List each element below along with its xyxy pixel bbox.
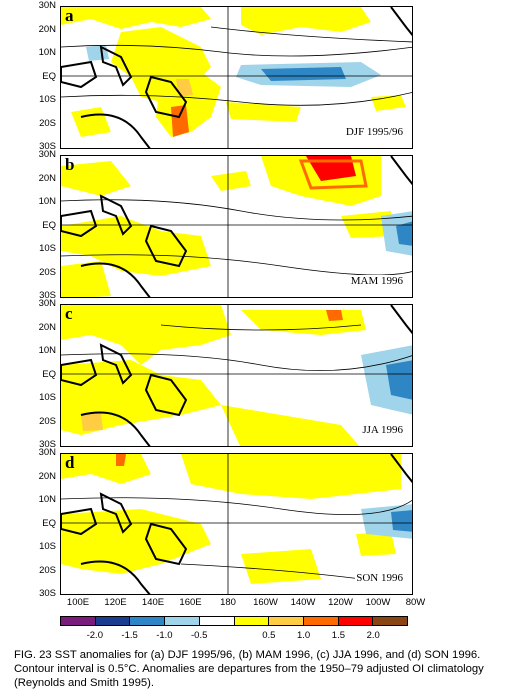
panel-b-season: MAM 1996	[349, 275, 404, 287]
colorbar-tick-7: 2.0	[366, 630, 380, 641]
lat-label-p0-6: 30S	[39, 141, 56, 152]
panel-c-season: JJA 1996	[361, 424, 404, 436]
colorbar-swatch-8	[338, 617, 374, 625]
lon-label-1: 120E	[104, 597, 127, 608]
lat-label-p0-2: 10N	[38, 47, 56, 58]
panel-d-letter: d	[65, 453, 75, 472]
panel-d: d SON 1996	[60, 453, 413, 595]
lat-label-p2-1: 20N	[38, 321, 56, 333]
colorbar-tick-2: -1.0	[156, 630, 173, 641]
lat-label-p1-1: 20N	[38, 172, 56, 184]
colorbar-swatch-2	[130, 617, 166, 625]
panel-b-letter: b	[65, 155, 75, 174]
colorbar-tick-4: 0.5	[262, 630, 276, 641]
colorbar-swatch-1	[95, 617, 131, 625]
lat-label-p1-4: 10S	[39, 243, 56, 254]
panel-c-letter: c	[65, 304, 73, 323]
lat-label-p1-0: 30N	[38, 149, 56, 160]
lon-label-2: 140E	[141, 597, 165, 608]
colorbar-swatch-6	[269, 617, 304, 625]
lat-label-p2-0: 30N	[38, 298, 56, 309]
colorbar-swatch-9	[373, 617, 408, 625]
lat-label-p0-0: 30N	[38, 0, 56, 11]
lon-label-6: 140W	[290, 597, 316, 608]
panel-d-map	[61, 454, 412, 594]
lat-label-p0-1: 20N	[38, 23, 56, 35]
colorbar-swatch-7	[303, 617, 339, 625]
panel-c: c JJA 1996	[60, 304, 413, 447]
panel-d-season: SON 1996	[355, 572, 404, 584]
colorbar-swatch-3	[165, 617, 200, 625]
lat-label-p2-6: 30S	[39, 439, 56, 450]
colorbar	[60, 616, 408, 626]
lat-label-p3-2: 10N	[38, 494, 56, 505]
lat-label-p3-1: 20N	[38, 470, 56, 482]
lat-label-p3-0: 30N	[38, 447, 56, 458]
panel-a-letter: a	[65, 6, 74, 25]
lat-label-p2-5: 20S	[39, 415, 56, 427]
colorbar-swatch-5	[234, 617, 270, 625]
colorbar-tick-1: -1.5	[121, 630, 138, 641]
lon-label-7: 120W	[328, 597, 353, 608]
lon-label-3: 160E	[179, 597, 202, 608]
lon-label-8: 100W	[365, 597, 391, 608]
panel-c-map	[61, 305, 412, 446]
figure-caption: FIG. 23 SST anomalies for (a) DJF 1995/9…	[14, 649, 484, 689]
lat-label-p3-5: 20S	[39, 564, 56, 576]
lat-label-p3-6: 30S	[39, 588, 56, 599]
panel-b: b MAM 1996	[60, 155, 413, 298]
lat-label-p2-4: 10S	[39, 392, 56, 403]
lat-label-p0-4: 10S	[39, 94, 56, 105]
colorbar-tick-5: 1.0	[296, 630, 311, 641]
panel-b-map	[61, 156, 412, 297]
panel-a-map	[61, 7, 412, 148]
lat-label-p1-6: 30S	[39, 290, 56, 301]
panel-a: a DJF 1995/96	[60, 6, 413, 149]
lat-label-p0-3: EQ	[42, 70, 56, 82]
colorbar-tick-6: 1.5	[331, 630, 345, 641]
colorbar-swatch-4	[199, 617, 235, 625]
lat-label-p2-3: EQ	[42, 368, 56, 380]
lat-label-p2-2: 10N	[38, 345, 56, 356]
lon-label-4: 180	[220, 597, 236, 608]
lat-label-p0-5: 20S	[39, 117, 56, 129]
colorbar-tick-0: -2.0	[86, 630, 103, 641]
lat-label-p3-4: 10S	[39, 541, 56, 552]
lat-label-p1-3: EQ	[42, 219, 56, 231]
colorbar-tick-3: -0.5	[191, 630, 208, 641]
lon-label-0: 100E	[66, 597, 90, 608]
lon-label-9: 80W	[405, 597, 426, 608]
lat-label-p1-5: 20S	[39, 266, 56, 278]
lat-label-p1-2: 10N	[38, 196, 56, 207]
panel-a-season: DJF 1995/96	[344, 126, 404, 138]
lat-label-p3-3: EQ	[42, 517, 56, 529]
colorbar-swatch-0	[61, 617, 96, 625]
lon-label-5: 160W	[253, 597, 278, 608]
